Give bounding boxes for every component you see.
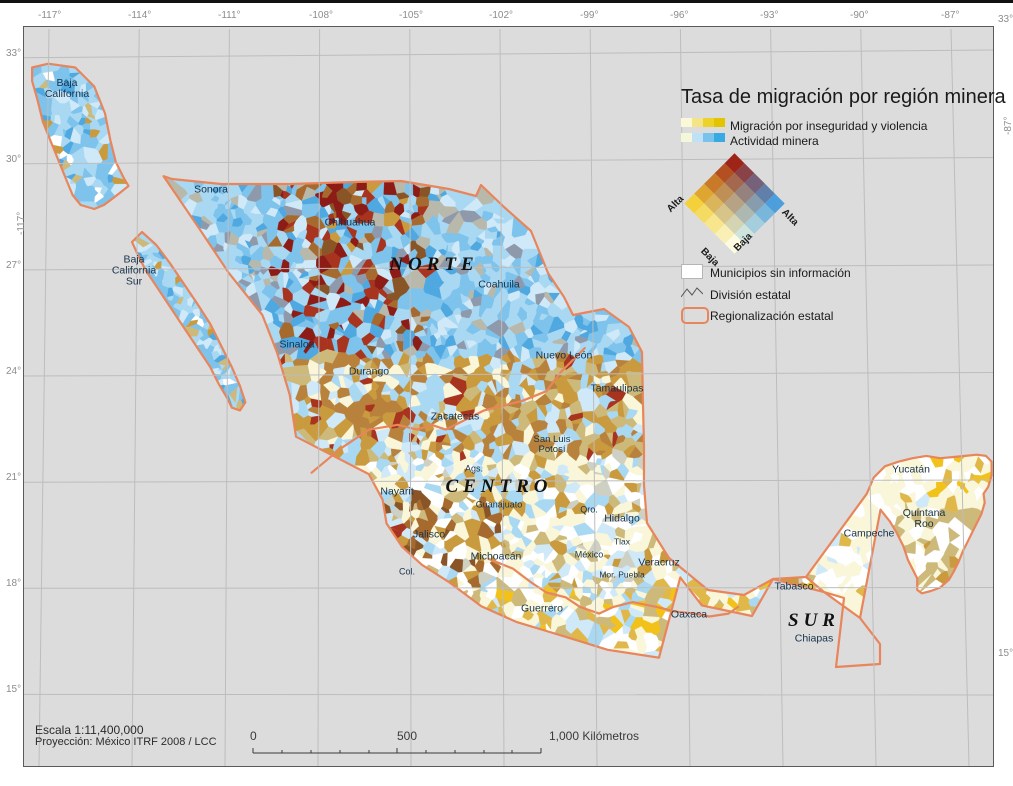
svg-text:1,000 Kilómetros: 1,000 Kilómetros [549, 729, 639, 743]
svg-text:500: 500 [397, 729, 417, 743]
svg-text:0: 0 [250, 729, 257, 743]
